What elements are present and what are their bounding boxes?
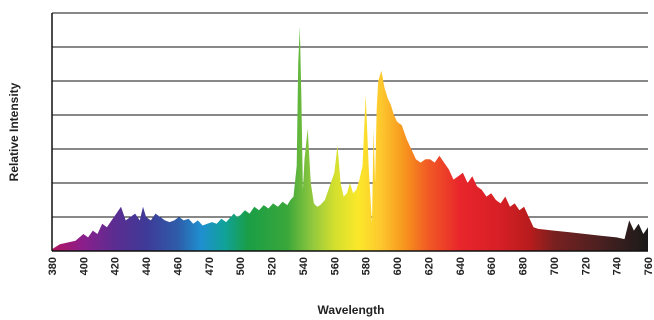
x-tick-label: 470 <box>204 257 216 275</box>
x-tick-label: 760 <box>643 257 654 275</box>
x-tick-label: 560 <box>329 257 341 275</box>
x-tick-label: 600 <box>392 257 404 275</box>
x-tick-label: 700 <box>549 257 561 275</box>
x-tick-label: 400 <box>78 257 90 275</box>
x-tick-label: 500 <box>235 257 247 275</box>
x-tick-label: 380 <box>47 257 59 275</box>
x-tick-label: 660 <box>486 257 498 275</box>
x-tick-label: 740 <box>612 257 624 275</box>
x-tick-label: 580 <box>361 257 373 275</box>
x-tick-label: 640 <box>455 257 467 275</box>
x-tick-label: 420 <box>110 257 122 275</box>
x-tick-label: 620 <box>423 257 435 275</box>
x-tick-label: 540 <box>298 257 310 275</box>
spectral-power-area <box>52 26 648 251</box>
x-tick-label: 520 <box>267 257 279 275</box>
x-tick-label: 440 <box>141 257 153 275</box>
x-tick-label: 460 <box>173 257 185 275</box>
x-tick-label: 720 <box>580 257 592 275</box>
x-tick-label: 680 <box>518 257 530 275</box>
y-axis-title: Relative Intensity <box>7 82 21 181</box>
x-axis-title: Wavelength <box>318 303 385 317</box>
